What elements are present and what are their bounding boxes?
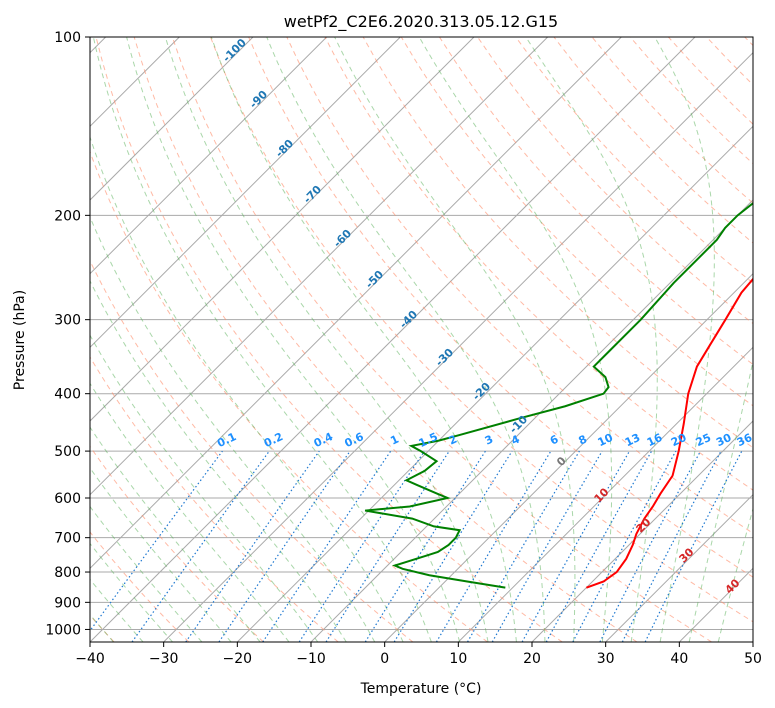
mixing-ratio-label: 13: [623, 431, 642, 449]
y-tick-label: 200: [54, 208, 81, 224]
moist-adiabat-line: [418, 37, 613, 642]
y-tick-label: 600: [54, 491, 81, 507]
x-tick-label: −10: [296, 651, 326, 667]
dry-adiabat-line: [210, 37, 753, 623]
isotherm-gridline: [90, 37, 622, 570]
isotherm-gridline: [384, 272, 753, 642]
mixing-ratio-line: [131, 450, 270, 642]
isotherm-gridline: [90, 37, 549, 496]
moist-adiabat-line: [90, 135, 404, 642]
mixing-ratio-line: [644, 450, 743, 642]
y-tick-label: 700: [54, 531, 81, 547]
isotherm-gridline: [163, 51, 753, 642]
moist-adiabat-line: [525, 37, 658, 642]
moist-adiabat-line: [654, 37, 715, 642]
moist-adiabat-line: [90, 334, 319, 642]
series-layer: [364, 202, 753, 589]
isotherm-gridline: [90, 37, 696, 642]
isotherm-gridline: [531, 420, 753, 642]
x-tick-label: 40: [670, 651, 688, 667]
mixing-ratio-label: 16: [645, 431, 665, 449]
dewpoint-profile-line: [364, 202, 753, 589]
temperature-profile-line: [586, 277, 753, 589]
dry-adiabat-line: [171, 37, 712, 642]
moist-adiabat-line: [90, 279, 347, 642]
moist-adiabat-line: [126, 37, 461, 642]
isotherm-gridline: [236, 125, 753, 642]
x-axis: −40 −30 −20 −10 0 10 20 30 40 50: [75, 642, 762, 667]
dry-adiabat-line: [400, 37, 753, 407]
mixing-ratio-line: [521, 450, 631, 642]
mixing-ratio-line: [325, 450, 450, 642]
y-tick-label: 800: [54, 565, 81, 581]
mixing-ratio-label: 36: [735, 431, 755, 449]
dry-adiabat-line: [90, 445, 264, 642]
moist-adiabat-line: [717, 506, 753, 642]
dry-adiabat-line: [90, 356, 339, 642]
y-tick-label: 100: [54, 30, 81, 46]
x-tick-label: 20: [523, 651, 541, 667]
x-axis-title: Temperature (°C): [360, 681, 482, 697]
moist-adiabat-line: [164, 37, 489, 642]
x-tick-label: −30: [149, 651, 179, 667]
x-tick-label: 0: [380, 651, 389, 667]
chart-title: wetPf2_C2E6.2020.313.05.12.G15: [284, 12, 558, 32]
mixing-ratio-label: 10: [596, 431, 616, 449]
moist-adiabat-line: [210, 37, 517, 642]
y-tick-label: 500: [54, 444, 81, 460]
y-tick-label: 300: [54, 313, 81, 329]
y-tick-label: 400: [54, 387, 81, 403]
x-tick-label: 50: [744, 651, 762, 667]
x-tick-label: 10: [449, 651, 467, 667]
dry-adiabat-line: [90, 259, 414, 642]
mixing-ratio-line: [90, 450, 223, 632]
mixing-ratio-label: 20: [669, 431, 689, 449]
moist-adiabat-line: [334, 37, 576, 642]
dry-adiabat-line: [439, 37, 753, 366]
mixing-ratio-label: 30: [714, 431, 734, 449]
background-lines: [90, 37, 753, 642]
isotherm-gridline: [752, 641, 753, 642]
isotherm-gridline: [90, 37, 328, 275]
mixing-ratio-line: [218, 450, 351, 642]
dry-adiabat-line: [286, 37, 753, 534]
plot-background: [90, 37, 753, 642]
mixing-ratio-line: [393, 450, 513, 642]
moist-adiabat-line: [688, 358, 753, 642]
mixing-ratio-line: [185, 450, 320, 642]
isotherm-gridline: [457, 346, 753, 642]
mixing-ratio-line: [262, 450, 392, 642]
isotherm-gridline: [90, 37, 254, 201]
mixing-ratio-line: [572, 450, 677, 642]
dry-adiabat-line: [90, 531, 190, 642]
isotherm-gridline: [90, 37, 475, 422]
plot-frame: [89, 36, 754, 643]
mixing-ratio-line: [545, 450, 653, 642]
x-tick-label: 30: [597, 651, 615, 667]
dry-adiabat-line: [90, 150, 488, 642]
y-tick-label: 1000: [45, 622, 81, 638]
y-tick-label: 900: [54, 595, 81, 611]
x-tick-label: −20: [223, 651, 253, 667]
y-axis-title: Pressure (hPa): [12, 290, 28, 390]
moist-adiabat-line: [90, 215, 376, 642]
dry-adiabat-line: [95, 37, 563, 642]
y-axis: 100 200 300 400 500 600 700 800 900 1000: [45, 30, 90, 638]
mixing-ratio-label: 25: [694, 431, 713, 449]
dry-adiabat-line: [248, 37, 753, 578]
x-tick-label: −40: [75, 651, 105, 667]
mixing-ratio-line: [298, 450, 425, 642]
isotherm-gridline: [90, 37, 401, 349]
moist-adiabat-line: [92, 37, 432, 642]
isotherm-gridline: [605, 493, 753, 642]
